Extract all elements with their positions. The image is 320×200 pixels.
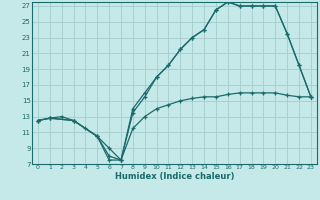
X-axis label: Humidex (Indice chaleur): Humidex (Indice chaleur) — [115, 172, 234, 181]
